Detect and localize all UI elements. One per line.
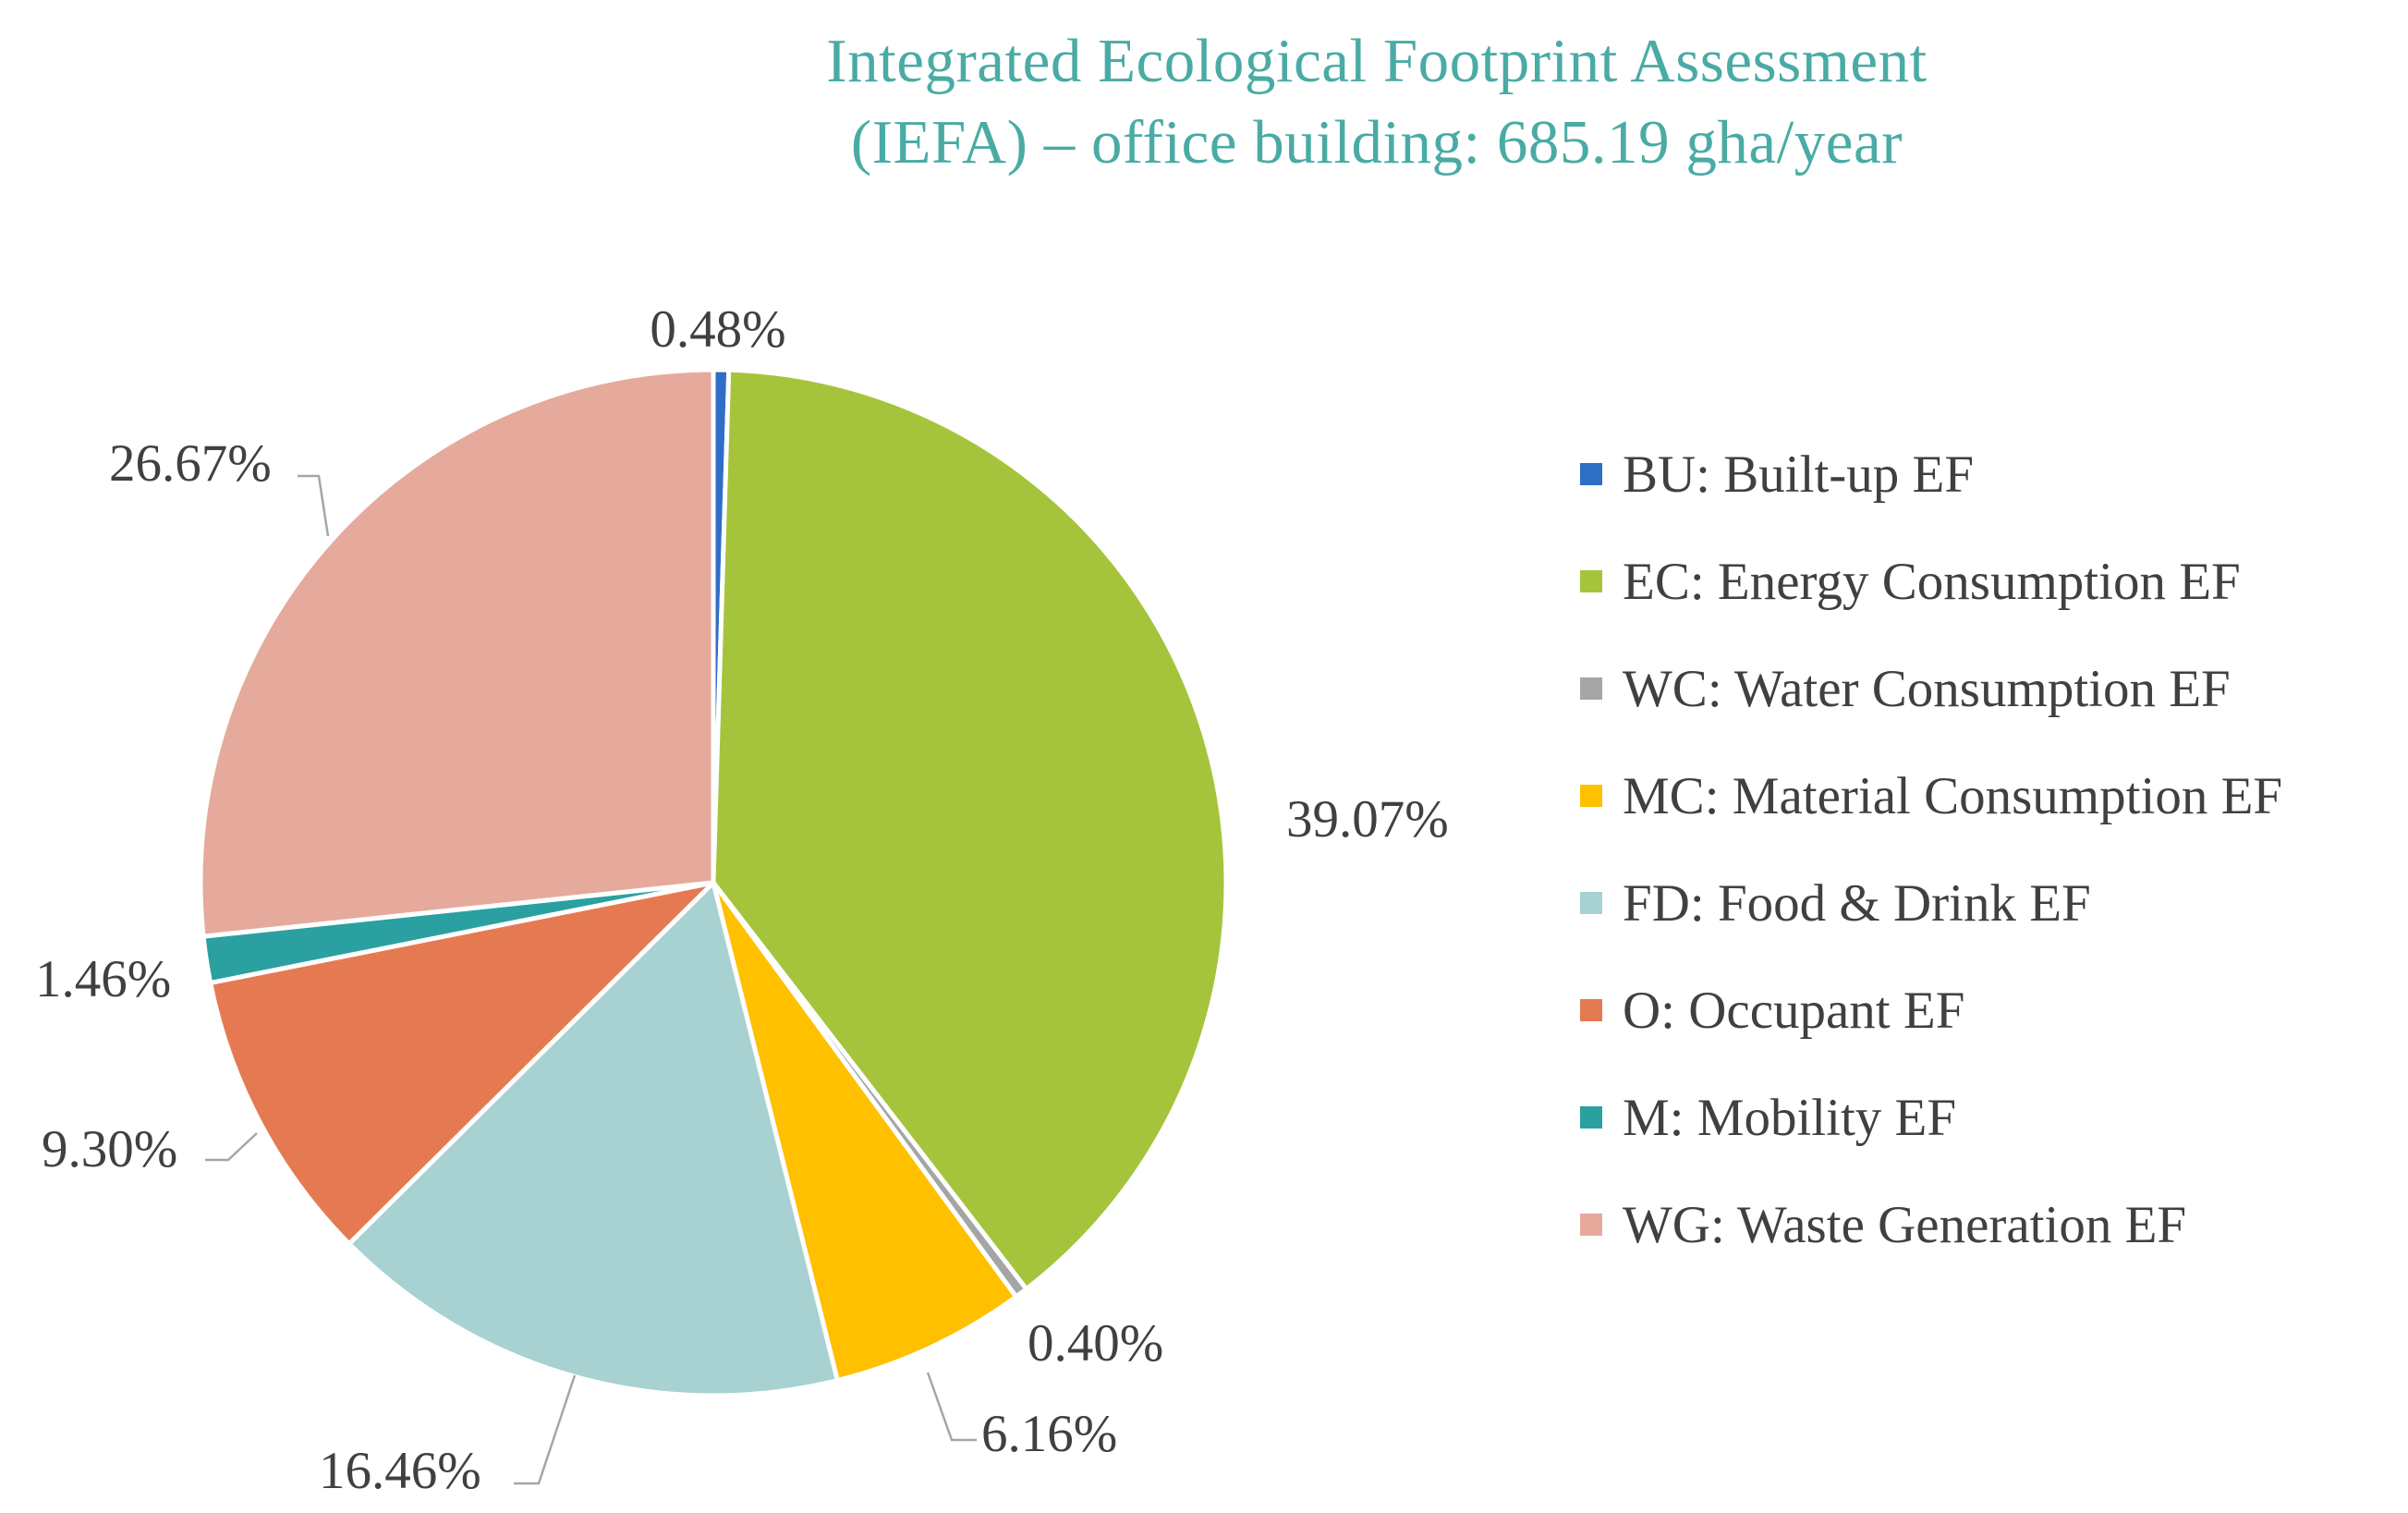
data-label-o: 9.30% [42, 1120, 177, 1178]
legend-item-wg: WG: Waste Generation EF [1580, 1171, 2282, 1278]
legend-swatch-m [1580, 1106, 1602, 1129]
legend-swatch-wc [1580, 677, 1602, 700]
leader-line-wg [298, 474, 330, 537]
legend-swatch-fd [1580, 892, 1602, 914]
pie-slice-o [208, 880, 716, 1247]
legend-item-m: M: Mobility EF [1580, 1064, 2282, 1171]
chart-title: Integrated Ecological Footprint Assessme… [573, 20, 2181, 183]
pie-slices [198, 367, 1229, 1398]
legend-swatch-bu [1580, 463, 1602, 485]
legend: BU: Built-up EF EC: Energy Consumption E… [1580, 421, 2282, 1278]
data-labels: 0.48% 39.07% 0.40% 6.16% 16.46% 9.30% 1.46% 26.… [35, 300, 1449, 1500]
legend-item-mc: MC: Material Consumption EF [1580, 742, 2282, 849]
legend-label-mc: MC: Material Consumption EF [1623, 766, 2283, 825]
legend-swatch-wg [1580, 1214, 1602, 1236]
data-label-wc: 0.40% [1028, 1314, 1163, 1373]
data-label-ec: 39.07% [1286, 790, 1449, 848]
data-label-m: 1.46% [35, 950, 171, 1008]
leader-line-o [205, 1132, 258, 1162]
leader-lines [205, 474, 977, 1485]
legend-label-ec: EC: Energy Consumption EF [1623, 552, 2241, 611]
pie-slice-ec [711, 367, 1229, 1292]
legend-swatch-ec [1580, 570, 1602, 592]
leader-line-fd [514, 1374, 577, 1485]
pie-slice-wg [198, 367, 716, 939]
data-label-fd: 16.46% [319, 1442, 481, 1500]
data-label-wg: 26.67% [109, 434, 272, 493]
legend-swatch-o [1580, 999, 1602, 1021]
legend-swatch-mc [1580, 785, 1602, 807]
legend-label-o: O: Occupant EF [1623, 981, 1965, 1040]
chart-title-line-2: (IEFA) – office building: 685.19 gha/yea… [850, 108, 1903, 177]
legend-item-o: O: Occupant EF [1580, 957, 2282, 1064]
leader-line-mc [926, 1372, 977, 1442]
legend-label-wg: WG: Waste Generation EF [1623, 1195, 2187, 1254]
legend-label-bu: BU: Built-up EF [1623, 445, 1975, 504]
legend-item-fd: FD: Food & Drink EF [1580, 849, 2282, 957]
legend-label-fd: FD: Food & Drink EF [1623, 873, 2091, 933]
legend-label-wc: WC: Water Consumption EF [1623, 659, 2231, 718]
data-label-bu: 0.48% [650, 300, 785, 359]
chart-title-line-1: Integrated Ecological Footprint Assessme… [826, 27, 1928, 95]
pie-slice-mc [711, 880, 1019, 1383]
data-label-mc: 6.16% [981, 1405, 1117, 1463]
legend-item-wc: WC: Water Consumption EF [1580, 635, 2282, 742]
legend-item-bu: BU: Built-up EF [1580, 421, 2282, 528]
legend-item-ec: EC: Energy Consumption EF [1580, 528, 2282, 635]
legend-label-m: M: Mobility EF [1623, 1088, 1957, 1147]
